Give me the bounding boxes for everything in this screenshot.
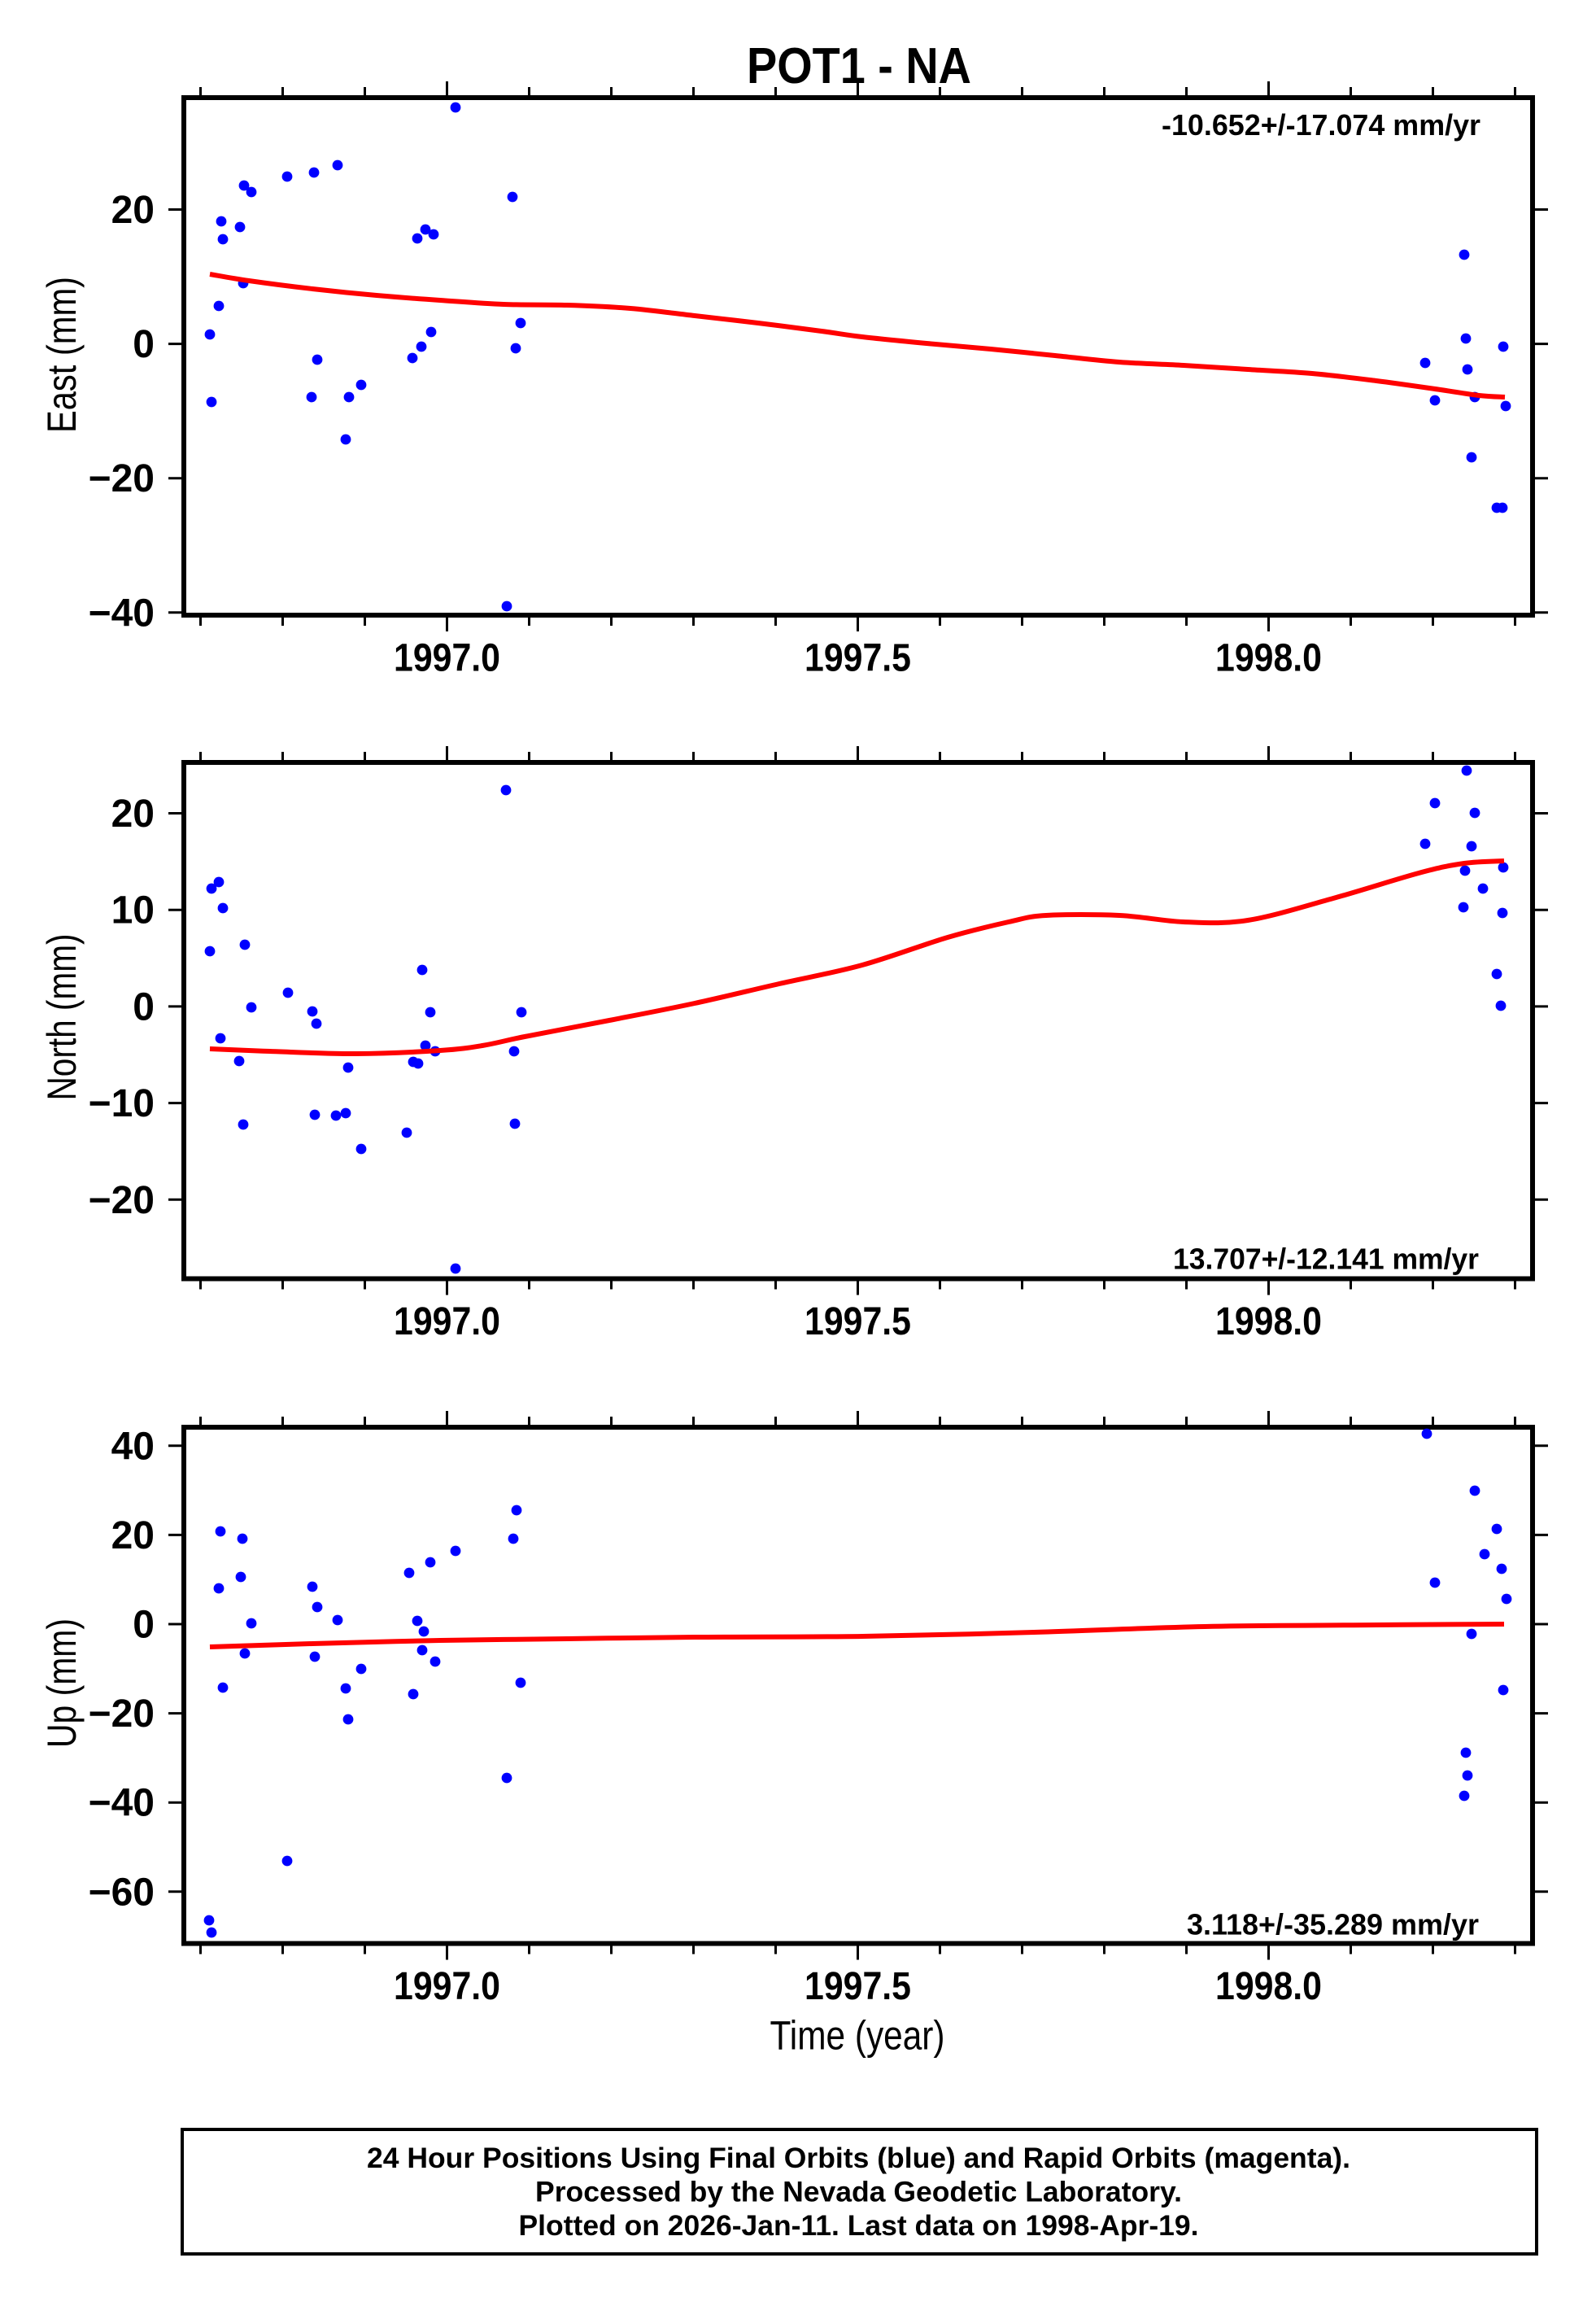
- svg-text:1997.5: 1997.5: [805, 1300, 911, 1343]
- svg-text:1997.5: 1997.5: [805, 637, 911, 680]
- svg-text:−20: −20: [89, 457, 155, 500]
- svg-text:20: 20: [111, 189, 155, 232]
- svg-text:1998.0: 1998.0: [1215, 637, 1322, 680]
- svg-text:20: 20: [111, 1514, 155, 1557]
- svg-text:Processed by the Nevada Geodet: Processed by the Nevada Geodetic Laborat…: [535, 2177, 1182, 2208]
- svg-text:0: 0: [133, 1604, 155, 1647]
- svg-text:−40: −40: [89, 592, 155, 635]
- svg-text:1997.5: 1997.5: [805, 1965, 911, 2008]
- svg-text:1998.0: 1998.0: [1215, 1300, 1322, 1343]
- svg-text:1997.0: 1997.0: [394, 637, 500, 680]
- svg-text:Time (year): Time (year): [770, 2013, 945, 2059]
- svg-text:Plotted on 2026-Jan-11. Last d: Plotted on 2026-Jan-11. Last data on 199…: [519, 2210, 1199, 2242]
- svg-text:3.118+/-35.289 mm/yr: 3.118+/-35.289 mm/yr: [1187, 1908, 1479, 1941]
- svg-text:0: 0: [133, 323, 155, 366]
- svg-text:−40: −40: [89, 1782, 155, 1825]
- svg-text:24 Hour Positions Using Final: 24 Hour Positions Using Final Orbits (bl…: [367, 2142, 1350, 2174]
- svg-text:Up (mm): Up (mm): [39, 1618, 85, 1748]
- svg-text:1997.0: 1997.0: [394, 1965, 500, 2008]
- svg-text:0: 0: [133, 985, 155, 1029]
- svg-text:20: 20: [111, 793, 155, 836]
- svg-text:10: 10: [111, 889, 155, 932]
- svg-text:−20: −20: [89, 1692, 155, 1736]
- svg-text:−10: −10: [89, 1082, 155, 1125]
- svg-text:North (mm): North (mm): [39, 934, 85, 1101]
- svg-text:1997.0: 1997.0: [394, 1300, 500, 1343]
- svg-text:East (mm): East (mm): [39, 277, 85, 433]
- svg-text:1998.0: 1998.0: [1215, 1965, 1322, 2008]
- svg-text:40: 40: [111, 1425, 155, 1468]
- svg-text:−20: −20: [89, 1179, 155, 1222]
- svg-text:-10.652+/-17.074 mm/yr: -10.652+/-17.074 mm/yr: [1162, 108, 1480, 142]
- svg-text:−60: −60: [89, 1871, 155, 1914]
- svg-text:13.707+/-12.141 mm/yr: 13.707+/-12.141 mm/yr: [1173, 1243, 1479, 1276]
